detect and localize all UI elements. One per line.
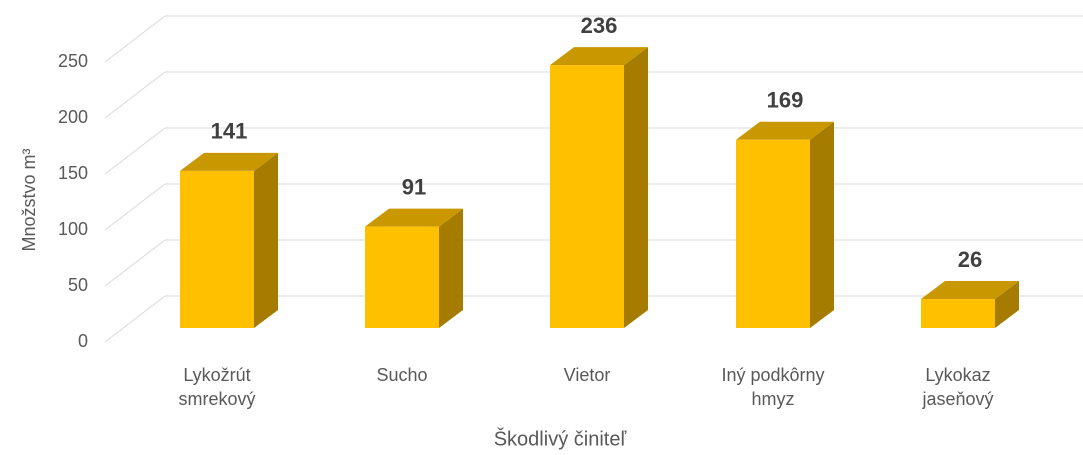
bar-side [810,121,834,328]
value-label: 26 [958,247,982,272]
bar-side [624,47,648,328]
y-tick-label: 200 [58,107,88,127]
bar [180,170,254,328]
value-label: 236 [581,13,618,38]
value-label: 91 [402,174,426,199]
grid-line [104,183,166,231]
grid-line [104,15,166,63]
bar [921,299,995,328]
bar-top [921,281,1019,300]
value-label: 169 [767,88,804,113]
bar-side [439,208,463,328]
bar [550,65,624,328]
grid-line [104,295,166,343]
y-axis-title: Množstvo m³ [19,148,39,251]
bar-side [254,152,278,328]
grid-line [104,239,166,287]
x-tick-label: Iný podkôrny hmyz [721,365,825,409]
x-tick-label: Lykokaz jaseňový [922,365,994,409]
bar-top [365,208,463,227]
y-tick-label: 100 [58,219,88,239]
bar-side [995,281,1019,328]
y-tick-label: 50 [68,275,88,295]
bar-top [550,47,648,66]
x-tick-label: Lykožrút smrekový [178,365,256,409]
x-tick-label: Vietor [563,365,611,385]
bar-top [180,152,278,171]
y-tick-label: 150 [58,163,88,183]
grid-line [104,127,166,175]
x-axis-title: Škodlivý činiteľ [494,427,628,450]
y-tick-label: 0 [78,331,88,351]
y-tick-label: 250 [58,51,88,71]
x-tick-label: Sucho [376,365,428,385]
bar [736,139,810,328]
grid-line [104,71,166,119]
bar [365,226,439,328]
bar-top [736,121,834,140]
value-label: 141 [211,119,248,144]
